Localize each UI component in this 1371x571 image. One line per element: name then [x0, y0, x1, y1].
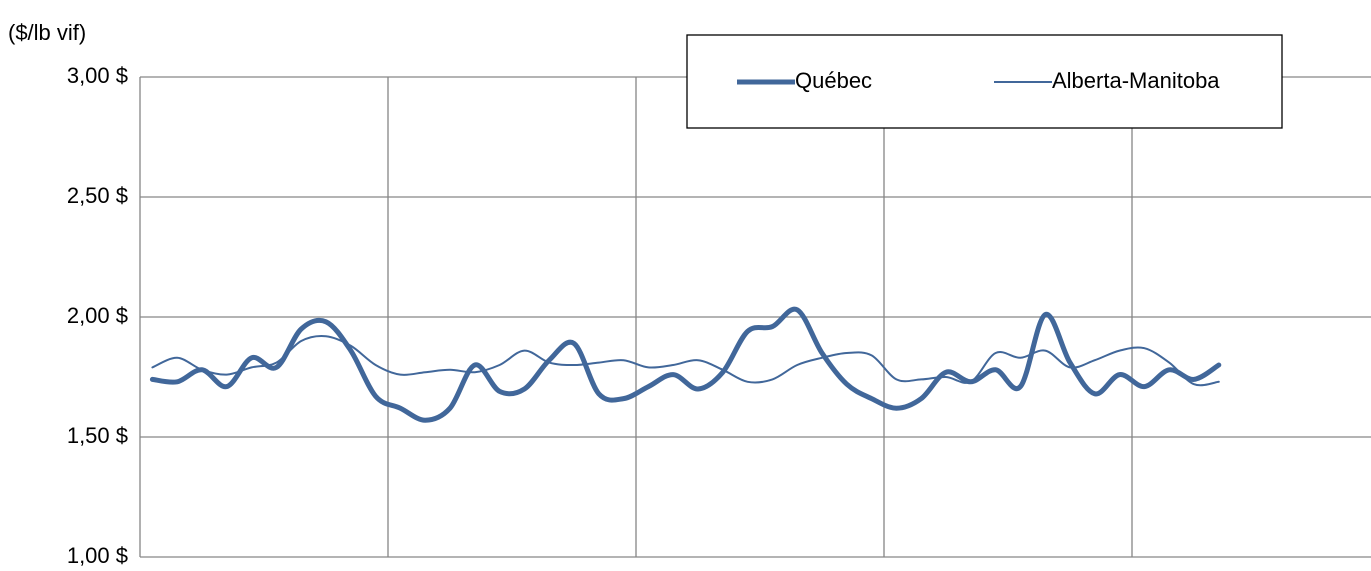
- y-axis-label: ($/lb vif): [8, 20, 86, 45]
- series-line: [151, 334, 1220, 387]
- y-tick-label: 2,00 $: [67, 303, 128, 328]
- series-line: [149, 306, 1222, 423]
- y-tick-label: 1,00 $: [67, 543, 128, 568]
- legend-box: [686, 34, 1283, 129]
- y-tick-label: 2,50 $: [67, 183, 128, 208]
- legend-label: Québec: [795, 68, 872, 93]
- y-tick-label: 1,50 $: [67, 423, 128, 448]
- y-tick-label: 3,00 $: [67, 63, 128, 88]
- legend-label: Alberta-Manitoba: [1052, 68, 1220, 93]
